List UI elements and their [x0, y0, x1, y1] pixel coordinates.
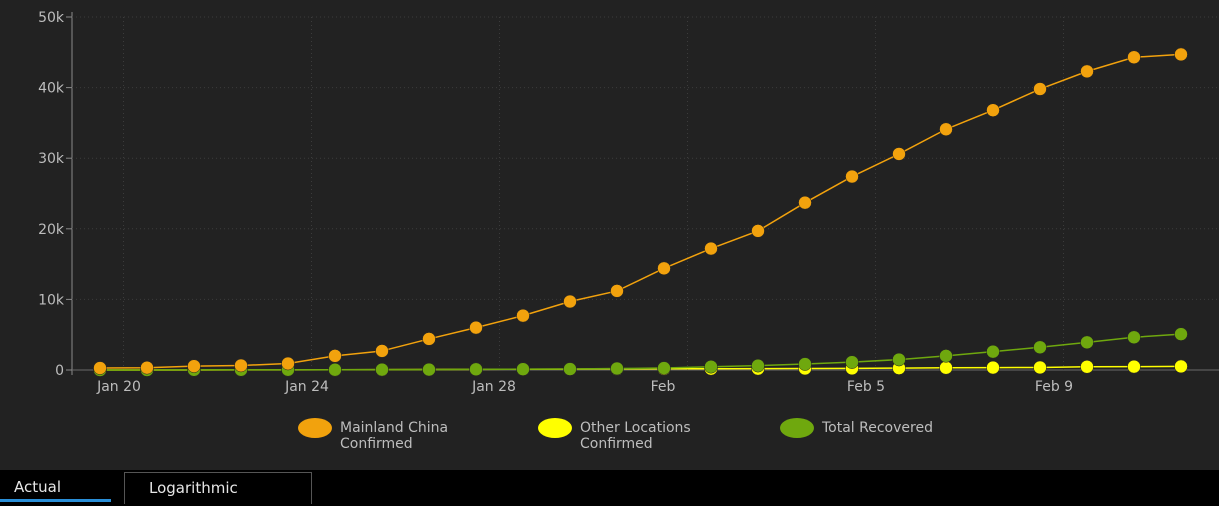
data-point: [1080, 360, 1094, 374]
data-point: [422, 332, 436, 346]
y-tick-label: 40k: [38, 81, 65, 97]
legend-label: Other Locations: [580, 420, 691, 436]
data-point: [986, 103, 1000, 117]
data-point: [845, 355, 859, 369]
data-point: [1080, 335, 1094, 350]
y-tick-label: 30k: [38, 151, 65, 167]
data-point: [657, 261, 671, 276]
y-tick-label: 10k: [38, 292, 65, 308]
legend-label: Mainland China: [340, 420, 448, 436]
data-point: [469, 362, 483, 377]
data-point: [375, 344, 389, 358]
data-point: [704, 359, 718, 374]
data-point: [140, 360, 154, 375]
data-point: [986, 344, 1000, 359]
data-point: [469, 320, 483, 335]
data-point: [93, 361, 107, 375]
data-point: [563, 362, 577, 376]
data-point: [1080, 64, 1094, 79]
data-point: [1127, 330, 1141, 345]
legend-label: Confirmed: [580, 436, 653, 452]
data-point: [1033, 340, 1047, 355]
data-point: [1127, 50, 1141, 64]
data-point: [516, 362, 530, 376]
data-point: [1174, 359, 1188, 374]
data-point: [657, 361, 671, 375]
data-point: [1033, 360, 1047, 375]
data-point: [986, 360, 1000, 375]
legend-marker: [298, 418, 332, 438]
data-point: [1174, 47, 1188, 62]
data-point: [892, 352, 906, 367]
y-tick-label: 20k: [38, 222, 65, 238]
x-tick-label: Feb 5: [847, 379, 885, 395]
data-point: [281, 356, 295, 371]
data-point: [798, 357, 812, 371]
x-tick-label: Jan 20: [96, 379, 141, 395]
data-point: [375, 362, 389, 377]
data-point: [563, 294, 577, 309]
data-point: [328, 349, 342, 363]
y-tick-label: 50k: [38, 10, 65, 26]
x-tick-label: Feb 9: [1035, 379, 1073, 395]
data-point: [1033, 82, 1047, 96]
data-point: [328, 362, 342, 377]
data-point: [610, 284, 624, 298]
tab-actual[interactable]: Actual: [0, 472, 111, 502]
data-point: [704, 241, 718, 256]
legend-label: Total Recovered: [821, 420, 933, 436]
line-chart: 0 10k 20k 30k 40k 50k Jan 20 Jan 24 Jan 28 Feb Feb…: [38, 10, 1219, 452]
legend-label: Confirmed: [340, 436, 413, 452]
series-line-0: [99, 53, 1182, 369]
data-point: [1127, 359, 1141, 374]
data-point: [939, 349, 953, 363]
data-point: [892, 147, 906, 161]
chart-panel: 0 10k 20k 30k 40k 50k Jan 20 Jan 24 Jan 28 Feb Feb…: [0, 0, 1219, 470]
data-point: [751, 224, 765, 238]
x-tick-label: Jan 28: [471, 379, 516, 395]
y-tick-label: 0: [55, 363, 64, 379]
data-point: [234, 358, 248, 373]
legend-marker: [538, 418, 572, 438]
data-point: [187, 359, 201, 373]
legend-marker: [780, 418, 814, 438]
data-point: [1174, 327, 1188, 341]
tab-logarithmic[interactable]: Logarithmic: [124, 472, 312, 504]
data-point: [610, 361, 624, 376]
data-point: [422, 362, 436, 377]
data-point: [939, 122, 953, 137]
data-point: [939, 361, 953, 375]
data-point: [845, 169, 859, 184]
data-point: [751, 358, 765, 373]
scale-tab-bar: Actual Logarithmic: [0, 470, 1219, 506]
data-point: [798, 195, 812, 210]
x-tick-label: Jan 24: [284, 379, 329, 395]
data-point: [516, 308, 530, 323]
x-tick-label: Feb: [651, 379, 676, 395]
series-line-2: [100, 333, 1182, 371]
